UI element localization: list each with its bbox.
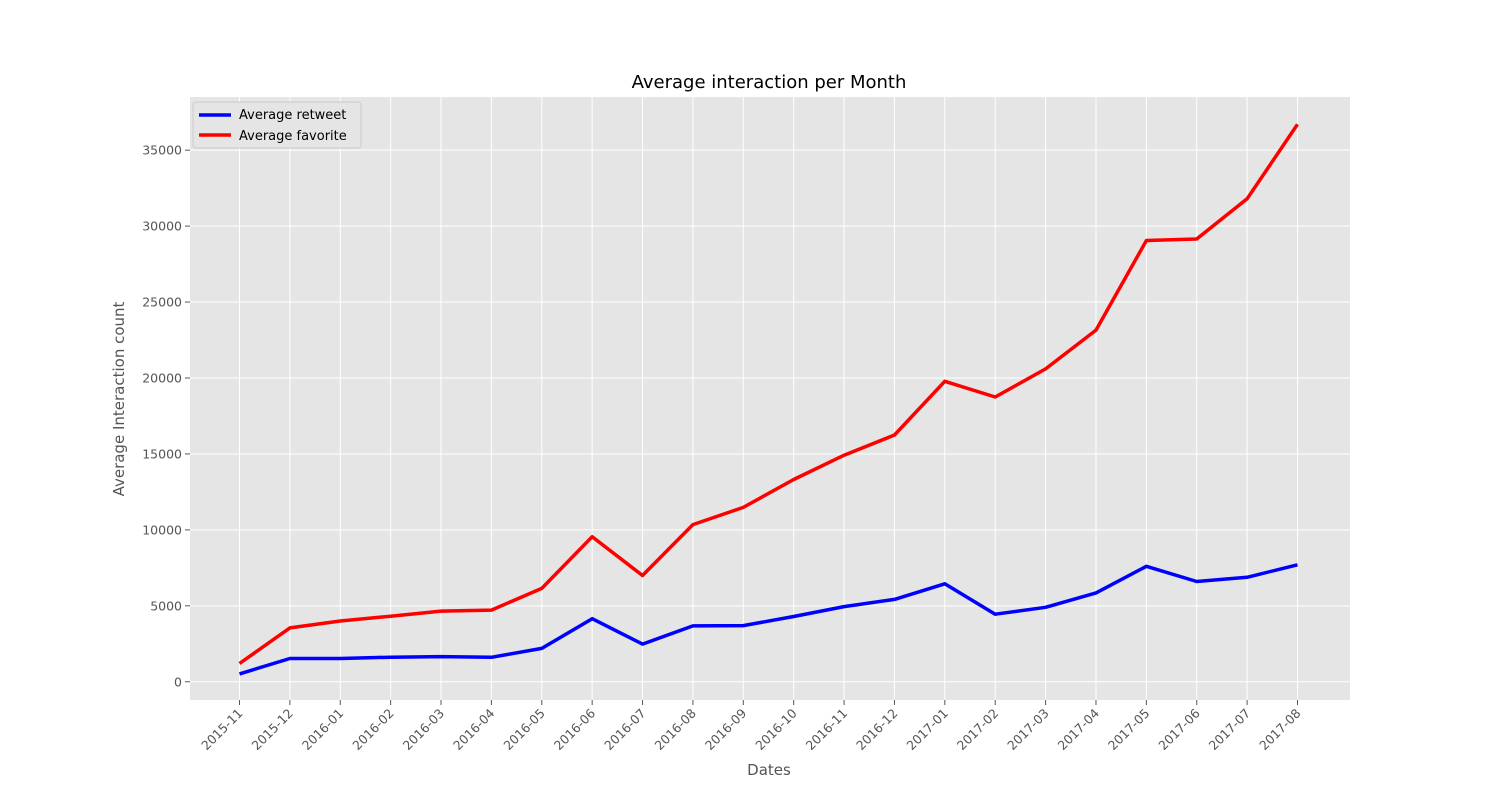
legend-label-favorite: Average favorite: [239, 129, 347, 144]
chart-title: Average interaction per Month: [632, 72, 907, 93]
y-tick-label: 15000: [142, 446, 182, 461]
x-tick-label: 2016-10: [752, 705, 800, 753]
x-tick-label: 2016-02: [349, 706, 397, 754]
x-tick-label: 2017-06: [1155, 705, 1203, 753]
x-tick-label: 2017-04: [1055, 705, 1103, 753]
series-line-retweet: [238, 563, 1298, 676]
x-tick-label: 2016-09: [702, 705, 750, 753]
plot-background: [190, 97, 1350, 700]
y-tick-label: 30000: [142, 219, 182, 234]
legend-box: [192, 101, 362, 149]
y-tick-label: 10000: [142, 522, 182, 537]
x-tick-label: 2017-02: [954, 706, 1002, 754]
y-tick-label: 25000: [142, 295, 182, 310]
y-tick-label: 20000: [142, 370, 182, 385]
x-tick-label: 2016-05: [500, 706, 548, 754]
x-tick-label: 2015-11: [198, 706, 246, 754]
y-tick-label: 5000: [150, 598, 182, 613]
x-tick-label: 2017-08: [1256, 705, 1304, 753]
series-lines: [238, 123, 1299, 676]
grid-lines: [190, 97, 1350, 700]
y-tick-labels: 0 5000 10000 15000 20000 25000 30000 35000: [142, 143, 190, 689]
x-tick-label: 2016-11: [803, 706, 851, 754]
legend: Average retweet Average favorite: [192, 101, 362, 149]
x-tick-label: 2016-12: [853, 706, 901, 754]
x-axis-label: Dates: [747, 761, 791, 779]
x-tick-label: 2016-04: [450, 705, 498, 753]
x-tick-label: 2016-06: [551, 705, 599, 753]
x-tick-label: 2016-01: [299, 706, 347, 754]
x-tick-label: 2016-03: [400, 706, 448, 754]
y-axis-label: Average Interaction count: [110, 301, 128, 496]
y-tick-label: 35000: [142, 143, 182, 158]
series-line-favorite: [238, 123, 1299, 665]
x-tick-label: 2017-07: [1206, 706, 1254, 754]
x-tick-label: 2016-08: [652, 705, 700, 753]
x-tick-labels: 2015-11 2015-12 2016-01 2016-02 2016-03 2016-…: [198, 700, 1304, 753]
x-tick-label: 2016-07: [601, 706, 649, 754]
legend-label-retweet: Average retweet: [239, 108, 346, 123]
x-tick-label: 2015-12: [248, 706, 296, 754]
x-tick-label: 2017-05: [1105, 706, 1153, 754]
y-tick-label: 0: [174, 674, 182, 689]
x-tick-label: 2017-03: [1004, 706, 1052, 754]
x-tick-label: 2017-01: [903, 706, 951, 754]
